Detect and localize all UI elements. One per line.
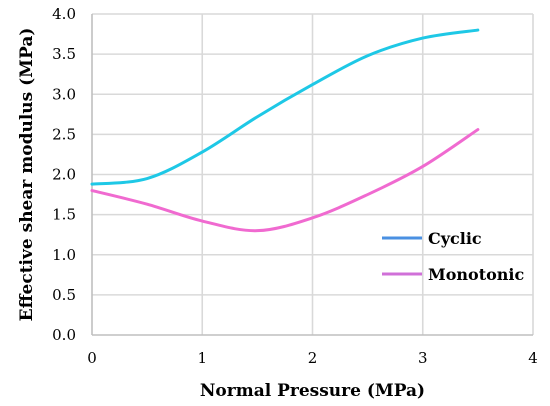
legend-label-monotonic: Monotonic [428, 265, 524, 284]
grid [91, 13, 534, 336]
x-axis-title: Normal Pressure (MPa) [200, 381, 425, 401]
legend: Cyclic Monotonic [382, 229, 524, 284]
y-tick-label: 1.0 [52, 246, 76, 264]
y-tick-label: 2.0 [52, 166, 76, 184]
y-tick-label: 3.0 [52, 85, 76, 103]
y-tick-label: 0.0 [52, 326, 76, 344]
x-tick-label: 0 [87, 349, 97, 367]
series-line-monotonic [90, 128, 480, 233]
tick-labels: 0.0 0.5 1.0 1.5 2.0 2.5 3.0 3.5 4.0 0 1 2 3 4 [52, 5, 538, 367]
x-tick-label: 1 [197, 349, 207, 367]
y-axis-title: Effective shear modulus (MPa) [17, 28, 37, 322]
y-tick-label: 2.5 [52, 125, 76, 143]
x-tick-label: 2 [308, 349, 318, 367]
y-tick-label: 1.5 [52, 206, 76, 224]
legend-label-cyclic: Cyclic [428, 229, 482, 248]
y-tick-label: 3.5 [52, 45, 76, 63]
series-line-cyclic [90, 28, 480, 186]
y-tick-label: 4.0 [52, 5, 76, 23]
x-tick-label: 3 [418, 349, 428, 367]
x-tick-label: 4 [528, 349, 538, 367]
y-tick-label: 0.5 [52, 286, 76, 304]
series-lines [90, 28, 480, 233]
